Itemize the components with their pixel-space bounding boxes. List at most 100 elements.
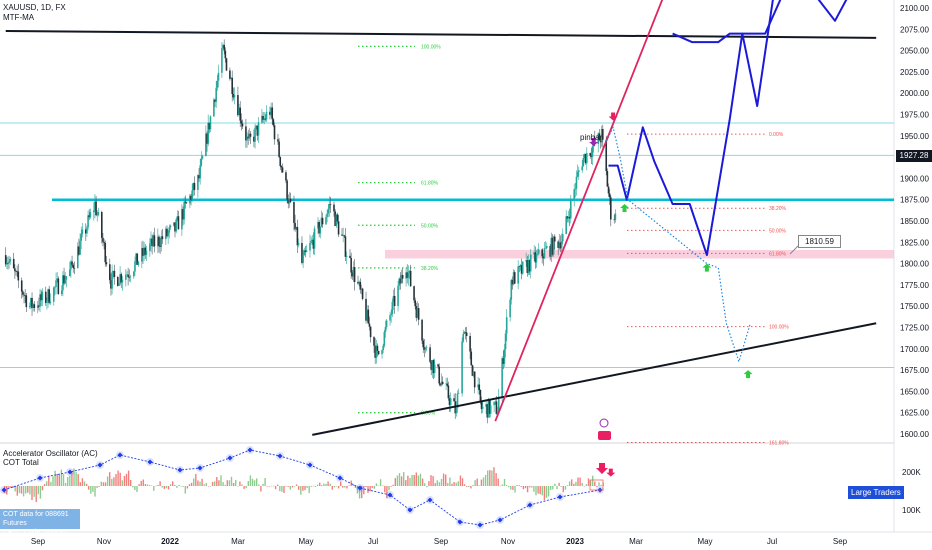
oscillator-bar — [455, 482, 457, 486]
oscillator-bar — [207, 486, 210, 487]
candle-body — [232, 94, 235, 98]
fib-label-left: 0.00% — [421, 411, 436, 417]
cot-point — [197, 465, 203, 471]
candle-body — [613, 219, 616, 221]
trendline-lower[interactable] — [312, 322, 877, 436]
candle-body — [608, 193, 611, 198]
candle-body — [502, 358, 505, 364]
candle-body — [57, 278, 60, 295]
cot-point — [307, 462, 313, 468]
candle-body — [461, 341, 463, 394]
candle-body — [125, 274, 127, 280]
cot-point — [177, 467, 183, 473]
candle-body — [568, 216, 571, 219]
x-tick-label: Sep — [833, 537, 848, 546]
oscillator-bar — [249, 475, 252, 486]
candle-body — [455, 408, 458, 414]
event-icon[interactable] — [599, 418, 609, 428]
y-tick-label: 1900.00 — [900, 174, 929, 183]
x-tick-label: May — [697, 537, 712, 546]
candle-body — [599, 140, 602, 143]
oscillator-bar — [109, 472, 111, 486]
signal-marker[interactable] — [606, 468, 616, 477]
oscillator-bar — [514, 486, 516, 493]
candle-body — [366, 309, 368, 321]
candle-body — [295, 226, 298, 230]
candle-body — [361, 288, 364, 299]
callout-pointer — [789, 245, 799, 255]
candle-body — [239, 107, 242, 121]
candle-body — [215, 87, 217, 102]
candle-body — [8, 261, 10, 264]
oscillator-bar — [583, 486, 585, 487]
candle-body — [22, 291, 24, 295]
candle-body — [488, 399, 491, 414]
candle-body — [144, 247, 147, 255]
candle-body — [333, 204, 335, 212]
candle-body — [248, 133, 251, 139]
candle-body — [449, 398, 452, 406]
candle-body — [88, 215, 91, 218]
candle-body — [383, 331, 386, 346]
trendline-upper[interactable] — [5, 30, 877, 39]
candle-body — [448, 398, 451, 406]
oscillator-bar — [573, 483, 575, 486]
oscillator-bar — [117, 470, 119, 486]
oscillator-bar — [417, 475, 420, 486]
candle-body — [367, 309, 370, 324]
oscillator-bar — [262, 483, 264, 486]
projection-path-peak[interactable] — [805, 0, 855, 22]
pink-zone[interactable] — [385, 249, 894, 259]
oscillator-bar — [356, 486, 359, 494]
signal-marker[interactable] — [589, 138, 599, 147]
candle-body — [598, 133, 601, 141]
candle-body — [328, 204, 331, 209]
earnings-icon[interactable] — [598, 431, 611, 440]
oscillator-bar — [130, 479, 132, 486]
candle-body — [382, 345, 384, 351]
signal-marker[interactable] — [702, 263, 712, 272]
signal-marker[interactable] — [620, 203, 630, 212]
y-tick-label: 1650.00 — [900, 387, 929, 396]
candle-body — [63, 275, 65, 284]
projection-path-blue-top[interactable] — [672, 0, 789, 44]
oscillator-bar — [83, 481, 86, 486]
signal-marker[interactable] — [608, 112, 618, 121]
oscillator-bar — [241, 484, 243, 486]
oscillator-bar — [52, 476, 54, 486]
oscillator-bar — [449, 477, 451, 486]
y-tick-label: 1600.00 — [900, 430, 929, 439]
candle-body — [213, 99, 215, 117]
candle-body — [601, 128, 604, 140]
oscillator-bar — [300, 486, 302, 495]
projection-path-dotted[interactable] — [604, 126, 751, 363]
oscillator-bar — [106, 476, 109, 486]
oscillator-bar — [218, 480, 220, 486]
candle-body — [41, 291, 44, 301]
cot-point — [557, 494, 563, 500]
oscillator-bar — [253, 480, 256, 486]
candle-body — [38, 305, 40, 307]
candle-body — [105, 262, 108, 265]
price-callout[interactable]: 1810.59 — [798, 235, 841, 248]
cot-point — [247, 447, 253, 453]
projection-path-blue[interactable] — [608, 0, 777, 257]
candle-body — [310, 241, 312, 244]
candle-body — [512, 272, 515, 285]
oscillator-bar — [35, 486, 37, 503]
oscillator-bar — [369, 486, 371, 492]
trendline-red[interactable] — [494, 0, 665, 422]
signal-marker[interactable] — [743, 370, 753, 379]
oscillator-bar — [136, 486, 138, 492]
candle-body — [129, 276, 132, 278]
candle-body — [225, 58, 228, 71]
oscillator-bar — [172, 481, 174, 486]
oscillator-bar — [382, 485, 384, 487]
candle-body — [238, 107, 240, 116]
candle-body — [527, 260, 530, 273]
candle-body — [30, 297, 32, 307]
candle-body — [489, 405, 492, 414]
candle-body — [185, 202, 188, 204]
oscillator-bar — [268, 486, 270, 487]
